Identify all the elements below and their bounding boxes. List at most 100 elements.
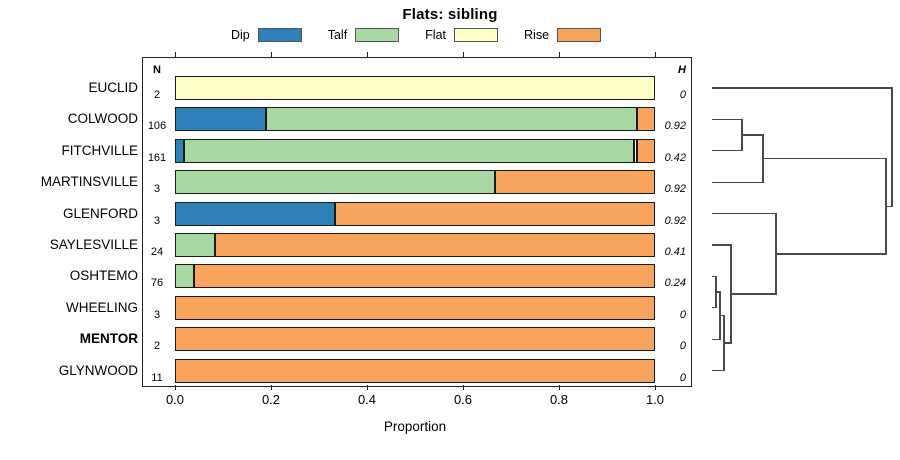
dendrogram-line bbox=[712, 118, 744, 121]
bar-row bbox=[175, 358, 655, 383]
n-value: 161 bbox=[147, 151, 167, 164]
legend-item: Rise bbox=[524, 28, 602, 42]
bar-row bbox=[175, 107, 655, 132]
bar-row bbox=[175, 327, 655, 352]
x-tick-label: 0.2 bbox=[261, 392, 281, 407]
h-value: 0 bbox=[679, 308, 686, 321]
row-label: WHEELING bbox=[65, 299, 138, 315]
bar-segment-rise bbox=[334, 201, 655, 226]
row-label: EUCLID bbox=[88, 80, 138, 95]
n-value: 3 bbox=[153, 308, 161, 321]
n-value: 3 bbox=[153, 183, 161, 196]
legend-swatch bbox=[454, 28, 499, 42]
dendrogram-line bbox=[762, 157, 888, 160]
dendrogram-line bbox=[775, 213, 777, 295]
dendrogram-line bbox=[724, 342, 733, 344]
x-axis-label: Proportion bbox=[383, 419, 447, 434]
h-value: 0.92 bbox=[664, 183, 686, 196]
dendrogram-line bbox=[712, 275, 718, 278]
x-tick-label: 1.0 bbox=[645, 392, 665, 407]
x-tick-top bbox=[559, 52, 561, 57]
h-value: 0.92 bbox=[664, 214, 686, 227]
h-column-header: H bbox=[678, 64, 686, 76]
dendrogram-line bbox=[712, 87, 894, 89]
row-label: COLWOOD bbox=[67, 111, 138, 127]
dendrogram-line bbox=[712, 181, 765, 183]
bar-segment-rise bbox=[193, 264, 655, 289]
h-value: 0 bbox=[679, 340, 686, 353]
bar-segment-talf bbox=[175, 233, 215, 257]
legend: Dip Talf Flat Rise bbox=[0, 26, 832, 44]
x-tick-top bbox=[271, 52, 273, 57]
bar-row bbox=[175, 170, 655, 195]
bar-row bbox=[175, 264, 655, 289]
legend-label: Flat bbox=[425, 28, 447, 42]
x-tick-label: 0.6 bbox=[453, 392, 473, 407]
bar-segment-rise bbox=[175, 358, 655, 383]
bar-row bbox=[175, 295, 655, 320]
chart-title: Flats: sibling bbox=[402, 6, 498, 23]
bar-segment-rise bbox=[636, 107, 655, 132]
bar-segment-rise bbox=[175, 327, 655, 352]
bar-segment-talf bbox=[184, 138, 634, 163]
bar-segment-dip bbox=[175, 138, 185, 163]
dendrogram-line bbox=[730, 245, 732, 344]
x-tick-bottom bbox=[367, 385, 369, 390]
h-value: 0.92 bbox=[664, 120, 686, 133]
dendrogram-line bbox=[742, 134, 765, 136]
n-value: 3 bbox=[153, 214, 161, 227]
dendrogram-line bbox=[891, 88, 893, 207]
x-tick-top bbox=[655, 52, 657, 57]
x-tick-top bbox=[175, 52, 177, 57]
bar-segment-flat bbox=[633, 138, 637, 163]
bar-segment-dip bbox=[175, 107, 266, 132]
legend-label: Talf bbox=[327, 28, 348, 42]
dendrogram-line bbox=[762, 135, 764, 183]
n-value: 76 bbox=[150, 277, 164, 290]
n-value: 24 bbox=[150, 246, 164, 258]
legend-swatch bbox=[557, 28, 602, 42]
x-tick-bottom bbox=[463, 385, 465, 390]
dendrogram-line bbox=[712, 244, 733, 246]
dendrogram-line bbox=[712, 212, 778, 215]
x-tick-top bbox=[463, 52, 465, 57]
legend-swatch bbox=[257, 28, 302, 42]
bar-segment-talf bbox=[175, 264, 194, 289]
row-label: FITCHVILLE bbox=[61, 142, 138, 158]
row-label: MENTOR bbox=[79, 331, 138, 347]
h-value: 0.24 bbox=[664, 277, 686, 290]
bar-row bbox=[175, 76, 655, 100]
bar-row bbox=[175, 233, 655, 257]
legend-item: Dip bbox=[231, 28, 302, 42]
dendrogram-line bbox=[715, 291, 722, 293]
h-value: 0.41 bbox=[664, 246, 686, 258]
bar-segment-rise bbox=[214, 233, 655, 257]
row-label: GLENFORD bbox=[62, 205, 138, 221]
row-label: MARTINSVILLE bbox=[40, 174, 138, 190]
n-value: 11 bbox=[151, 371, 163, 384]
dendrogram-line bbox=[712, 307, 718, 309]
legend-label: Dip bbox=[230, 28, 250, 42]
dendrogram-line bbox=[712, 150, 744, 152]
x-tick-bottom bbox=[655, 385, 657, 390]
dendrogram-line bbox=[712, 369, 726, 372]
legend-label: Rise bbox=[524, 28, 550, 42]
bar-row bbox=[175, 138, 655, 163]
dendrogram-line bbox=[776, 253, 888, 255]
plot-area bbox=[142, 57, 692, 387]
x-tick-label: 0.0 bbox=[165, 392, 185, 407]
bar-segment-rise bbox=[636, 138, 655, 163]
bar-segment-flat bbox=[175, 76, 655, 100]
dendrogram-line bbox=[712, 338, 722, 340]
legend-swatch bbox=[355, 28, 400, 42]
n-value: 2 bbox=[153, 89, 161, 101]
dendrogram-line bbox=[719, 314, 726, 317]
dendrogram-line bbox=[731, 293, 778, 295]
bar-segment-talf bbox=[175, 170, 496, 195]
x-tick-label: 0.8 bbox=[549, 392, 569, 407]
bar-segment-talf bbox=[265, 107, 637, 132]
h-value: 0 bbox=[679, 89, 686, 101]
x-tick-bottom bbox=[559, 385, 561, 390]
x-tick-bottom bbox=[175, 385, 177, 390]
